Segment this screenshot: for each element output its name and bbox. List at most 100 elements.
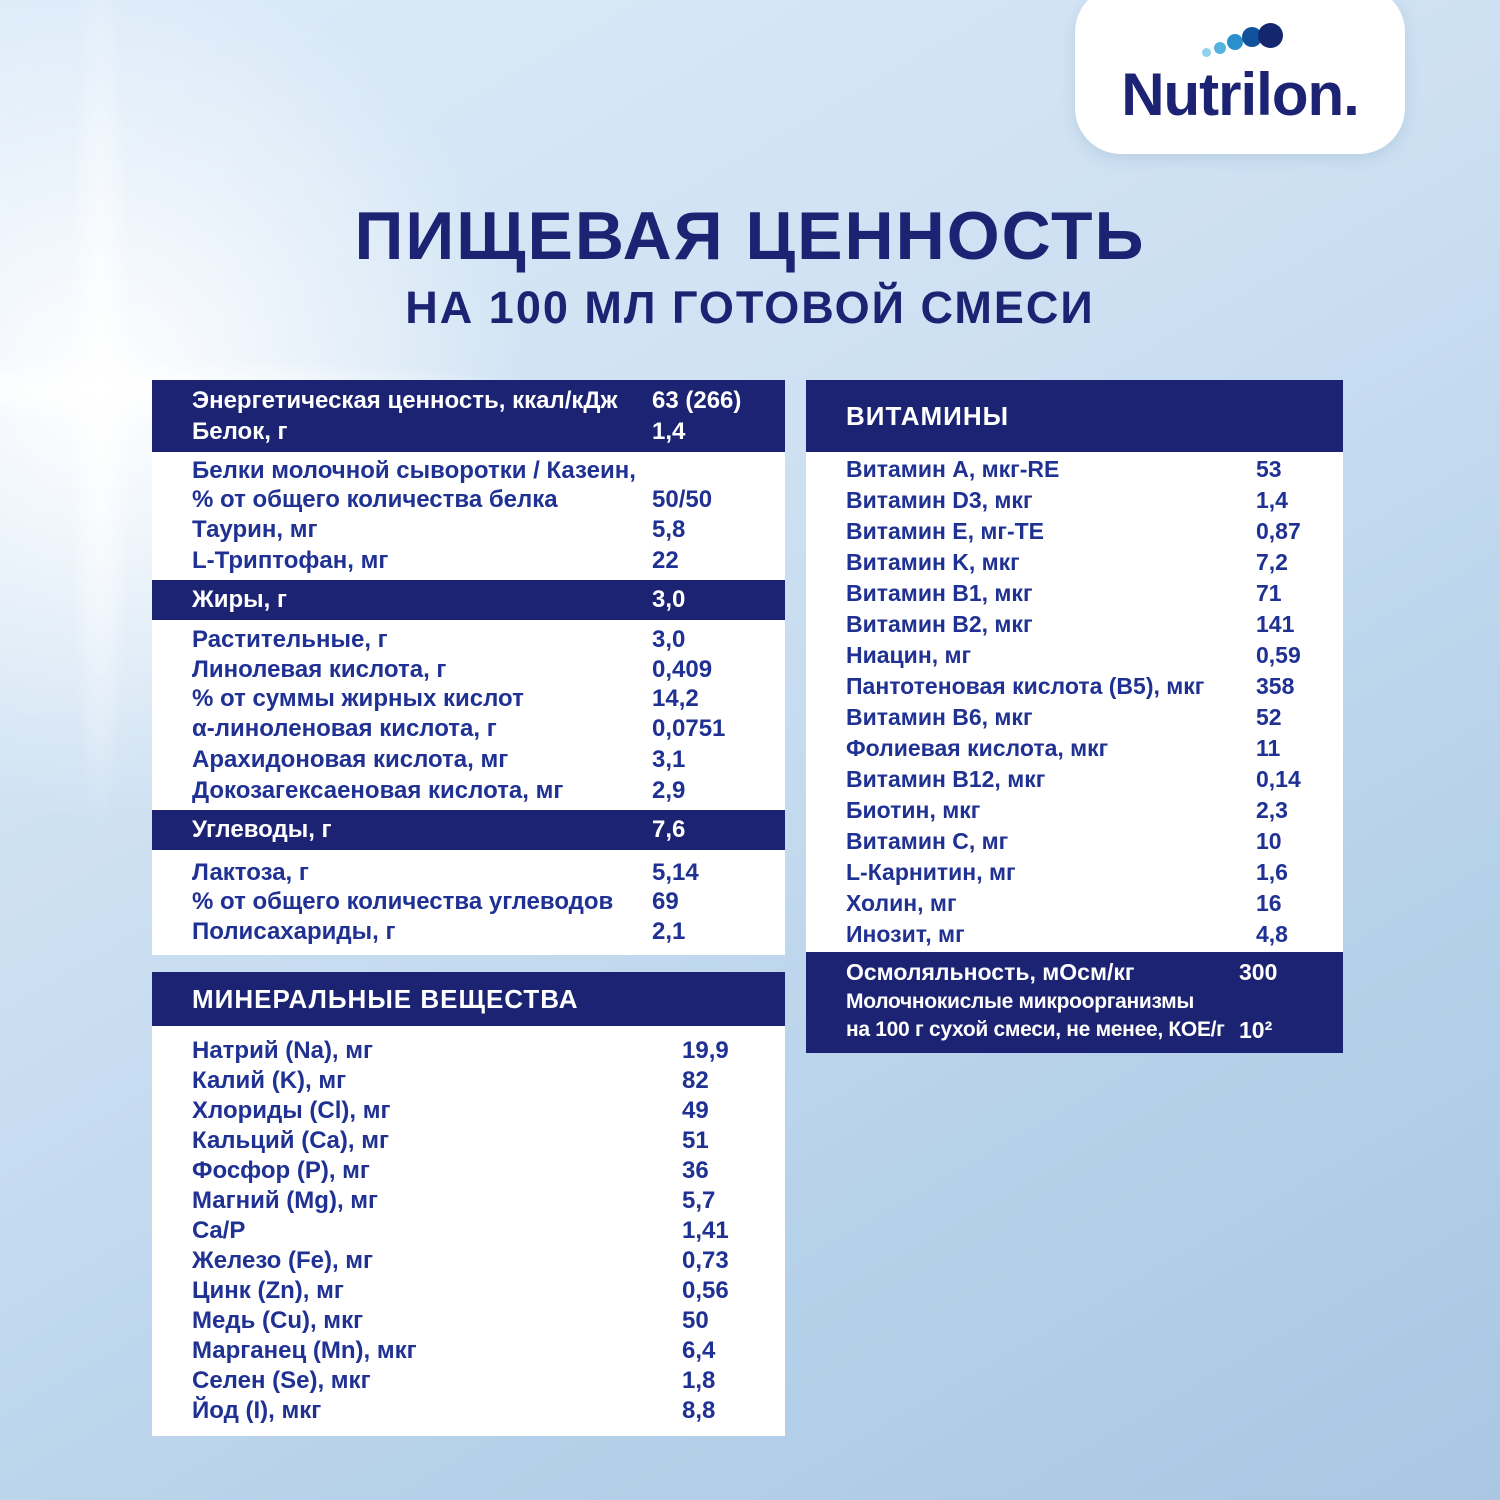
row-label: Магний (Mg), мг: [192, 1187, 379, 1214]
table-row: Белок, г 1,4: [152, 416, 785, 447]
table-row: Ca/P 1,41: [152, 1216, 785, 1246]
page-title: ПИЩЕВАЯ ЦЕННОСТЬ: [354, 198, 1146, 274]
row-value: 63 (266): [652, 387, 742, 414]
minerals-header-section: МИНЕРАЛЬНЫЕ ВЕЩЕСТВА: [152, 972, 785, 1026]
row-value: 11: [1256, 735, 1281, 761]
row-value: 71: [1256, 580, 1282, 606]
table-row: Витамин B2, мкг 141: [806, 609, 1343, 640]
table-row: Витамин D3, мкг 1,4: [806, 485, 1343, 516]
row-label: Цинк (Zn), мг: [192, 1277, 344, 1304]
table-row: Инозит, мг 4,8: [806, 919, 1343, 950]
row-value: 51: [682, 1127, 709, 1154]
table-row: Таурин, мг 5,8: [152, 514, 785, 545]
row-value-line: 0,409: [652, 656, 713, 683]
row-value: 1,8: [682, 1367, 716, 1394]
row-label: Йод (I), мкг: [192, 1397, 322, 1424]
energy-header-section: Энергетическая ценность, ккал/кДж 63 (26…: [152, 380, 785, 452]
row-value: 5,7: [682, 1187, 716, 1214]
nutrilon-logo-dot-2: [1214, 42, 1226, 54]
table-row: Растительные, г 3,0: [152, 624, 785, 655]
carbs-section: Лактоза, г % от общего количества углево…: [152, 850, 785, 955]
table-row: Энергетическая ценность, ккал/кДж 63 (26…: [152, 385, 785, 416]
row-value: 5,8: [652, 516, 686, 543]
row-label: Витамин E, мг-ТЕ: [846, 518, 1045, 544]
row-value: 3,1: [652, 746, 686, 773]
row-value: 3,0: [652, 626, 686, 653]
row-value: 0,87: [1256, 518, 1301, 544]
table-row: Медь (Cu), мкг 50: [152, 1306, 785, 1336]
row-value: 6,4: [682, 1337, 716, 1364]
row-label: α-линоленовая кислота, г: [192, 715, 497, 742]
row-value: 5,14 69: [652, 858, 745, 916]
table-row: Витамин B1, мкг 71: [806, 578, 1343, 609]
row-value: 1,4: [1256, 487, 1288, 513]
row-value: 8,8: [682, 1397, 716, 1424]
nutrilon-logo-dot-3: [1227, 34, 1243, 50]
row-label: Витамин D3, мкг: [846, 487, 1033, 513]
table-row: Углеводы, г 7,6: [152, 810, 785, 850]
row-value: 0,56: [682, 1277, 729, 1304]
row-label: Хлориды (Cl), мг: [192, 1097, 391, 1124]
table-row: Лактоза, г % от общего количества углево…: [152, 858, 785, 916]
row-label-line: Лактоза, г: [192, 859, 309, 886]
row-value: 0,73: [682, 1247, 729, 1274]
table-row: Йод (I), мкг 8,8: [152, 1396, 785, 1426]
table-row: Марганец (Mn), мкг 6,4: [152, 1336, 785, 1366]
title-block: ПИЩЕВАЯ ЦЕННОСТЬ НА 100 МЛ ГОТОВОЙ СМЕСИ: [0, 198, 1500, 334]
page-subtitle: НА 100 МЛ ГОТОВОЙ СМЕСИ: [405, 282, 1095, 333]
row-value-line: 14,2: [652, 685, 699, 712]
row-label: Марганец (Mn), мкг: [192, 1337, 417, 1364]
row-label: Полисахариды, г: [192, 918, 396, 945]
table-row: Молочнокислые микроорганизмы на 100 г су…: [806, 988, 1343, 1044]
row-value: 19,9: [682, 1037, 729, 1064]
row-value: 52: [1256, 704, 1282, 730]
row-label: L-Триптофан, мг: [192, 547, 389, 574]
table-row: Пантотеновая кислота (B5), мкг 358: [806, 671, 1343, 702]
row-value-line: 69: [652, 888, 679, 915]
row-label-line: % от суммы жирных кислот: [192, 685, 524, 712]
row-label: Витамин B12, мкг: [846, 766, 1046, 792]
table-row: Ниацин, мг 0,59: [806, 640, 1343, 671]
minerals-section-title: МИНЕРАЛЬНЫЕ ВЕЩЕСТВА: [192, 983, 579, 1014]
table-row: α-линоленовая кислота, г 0,0751: [152, 713, 785, 744]
table-row: Жиры, г 3,0: [152, 580, 785, 620]
table-row: Линолевая кислота, г % от суммы жирных к…: [152, 655, 785, 713]
table-row: Магний (Mg), мг 5,7: [152, 1186, 785, 1216]
row-value: 1,6: [1256, 859, 1288, 885]
row-value: 22: [652, 547, 679, 574]
row-label: Осмоляльность, мОсм/кг: [846, 959, 1135, 985]
table-row: Витамин B6, мкг 52: [806, 702, 1343, 733]
table-row: Витамин C, мг 10: [806, 826, 1343, 857]
nutrilon-logo-dot-5: [1258, 23, 1283, 48]
table-row: Белки молочной сыворотки / Казеин, % от …: [152, 456, 785, 514]
row-label: Жиры, г: [192, 586, 287, 613]
fats-header-section: Жиры, г 3,0: [152, 580, 785, 620]
row-label: Калий (K), мг: [192, 1067, 347, 1094]
row-label: Витамин A, мкг-RE: [846, 456, 1060, 482]
table-row: Фосфор (P), мг 36: [152, 1156, 785, 1186]
row-value: 0,14: [1256, 766, 1301, 792]
table-row: Витамин K, мкг 7,2: [806, 547, 1343, 578]
row-value: 16: [1256, 890, 1282, 916]
nutrilon-logo-text: Nutrilon.: [1121, 61, 1360, 128]
row-label: Витамин C, мг: [846, 828, 1009, 854]
row-label-line: на 100 г сухой смеси, не менее, КОЕ/г: [846, 1018, 1225, 1041]
fats-section: Растительные, г 3,0 Линолевая кислота, г…: [152, 620, 785, 810]
nutrilon-logo-dot-1: [1202, 48, 1211, 57]
row-label: Кальций (Ca), мг: [192, 1127, 389, 1154]
table-row: Железо (Fe), мг 0,73: [152, 1246, 785, 1276]
right-nutrition-column: ВИТАМИНЫ Витамин A, мкг-RE 53 Витамин D3…: [806, 380, 1343, 1053]
row-label-line: Линолевая кислота, г: [192, 656, 447, 683]
minerals-section: Натрий (Na), мг 19,9 Калий (K), мг 82 Хл…: [152, 1026, 785, 1436]
row-label: Лактоза, г % от общего количества углево…: [192, 858, 652, 916]
row-label: Ниацин, мг: [846, 642, 972, 668]
row-value: 49: [682, 1097, 709, 1124]
row-value: 141: [1256, 611, 1295, 637]
table-row: Кальций (Ca), мг 51: [152, 1126, 785, 1156]
row-value: 50/50: [652, 486, 713, 513]
table-row: Биотин, мкг 2,3: [806, 795, 1343, 826]
row-value: 2,9: [652, 777, 686, 804]
table-row: Натрий (Na), мг 19,9: [152, 1036, 785, 1066]
table-row: Витамин E, мг-ТЕ 0,87: [806, 516, 1343, 547]
